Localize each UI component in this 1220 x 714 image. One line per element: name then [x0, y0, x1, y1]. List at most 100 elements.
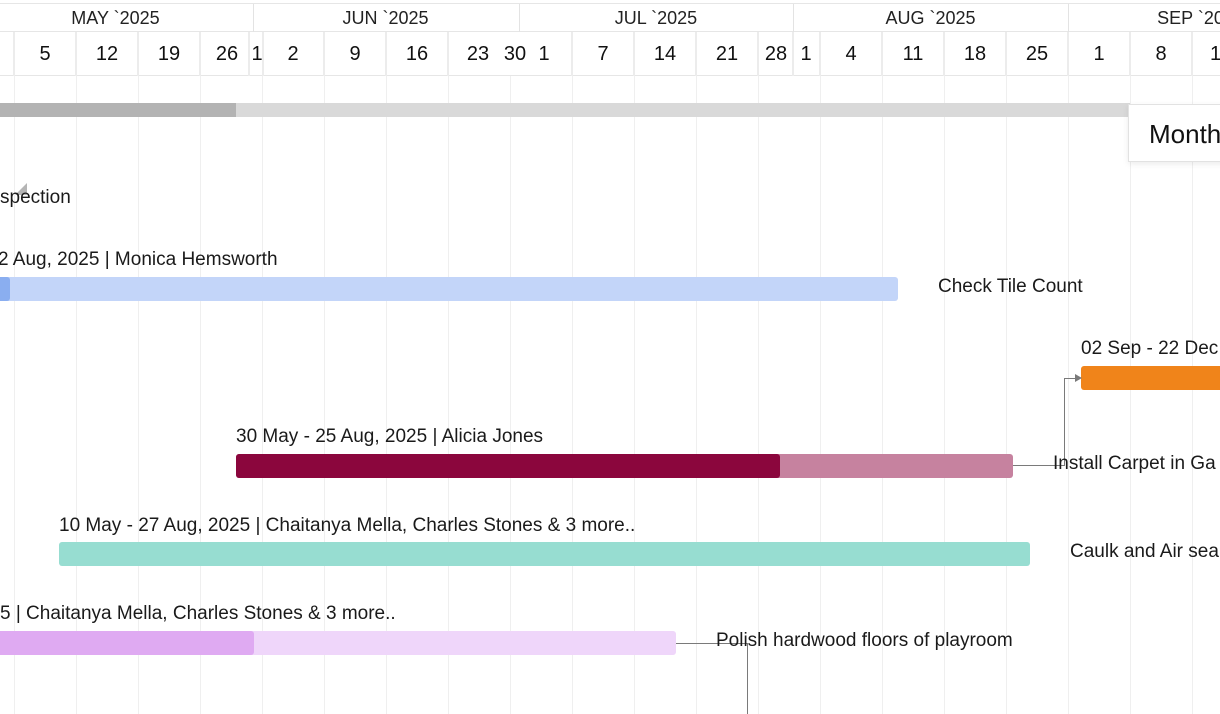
month-sep: SEP `2025	[1157, 8, 1220, 28]
day-divider	[1005, 32, 1007, 76]
task-progress	[236, 454, 780, 478]
header-border	[0, 75, 1220, 76]
dependency-line	[1013, 465, 1065, 466]
day-divider	[792, 32, 794, 76]
grid-line	[1006, 76, 1007, 714]
grid-line	[1068, 76, 1069, 714]
task-progress	[0, 631, 254, 655]
day-label: 7	[597, 43, 609, 65]
task-bar[interactable]	[236, 454, 1013, 478]
arrow-right-icon	[1075, 374, 1082, 382]
grid-line	[138, 76, 139, 714]
grid-line	[634, 76, 635, 714]
task-bar[interactable]	[59, 542, 1030, 566]
task-meta: 30 May - 25 Aug, 2025 | Alicia Jones	[236, 426, 544, 447]
task-meta: 10 May - 27 Aug, 2025 | Chaitanya Mella,…	[59, 515, 636, 536]
day-label: 26	[215, 43, 239, 65]
dependency-line	[676, 643, 748, 644]
day-label: 18	[963, 43, 987, 65]
day-divider	[262, 32, 264, 76]
task-name: spection	[0, 187, 71, 208]
collapse-triangle-icon[interactable]	[15, 183, 27, 195]
day-divider	[385, 32, 387, 76]
grid-line	[510, 76, 511, 714]
grid-line	[882, 76, 883, 714]
day-label: 4	[845, 43, 857, 65]
dependency-line	[1064, 378, 1065, 466]
grid-line	[324, 76, 325, 714]
task-meta: 5 | Chaitanya Mella, Charles Stones & 3 …	[0, 603, 396, 624]
month-jun: JUN `2025	[342, 8, 429, 28]
day-label: 19	[157, 43, 181, 65]
day-label: 30	[503, 43, 527, 65]
task-bar[interactable]	[1081, 366, 1220, 390]
task-name: Polish hardwood floors of playroom	[716, 630, 1013, 651]
horizontal-scrollbar[interactable]	[0, 103, 1130, 117]
grid-line	[448, 76, 449, 714]
grid-line	[758, 76, 759, 714]
day-divider	[248, 32, 250, 76]
task-meta: 02 Sep - 22 Dec	[1081, 338, 1219, 359]
grid-line	[386, 76, 387, 714]
dependency-line	[1064, 378, 1076, 379]
month-may: MAY `2025	[71, 8, 160, 28]
day-label: 9	[349, 43, 361, 65]
grid-line	[76, 76, 77, 714]
grid-line	[820, 76, 821, 714]
grid-line	[14, 76, 15, 714]
task-meta: 2 Aug, 2025 | Monica Hemsworth	[0, 249, 278, 270]
day-label: 14	[653, 43, 677, 65]
task-name: Check Tile Count	[938, 276, 1083, 297]
header-border	[0, 3, 1220, 4]
grid-line	[696, 76, 697, 714]
day-divider	[137, 32, 139, 76]
day-divider	[13, 32, 15, 76]
task-name: Install Carpet in Ga	[1053, 453, 1216, 474]
grid-line	[1130, 76, 1131, 714]
month-divider	[253, 4, 254, 32]
day-label: 1	[1210, 43, 1220, 65]
day-label: 23	[466, 43, 490, 65]
scrollbar-thumb[interactable]	[0, 103, 236, 117]
day-divider	[695, 32, 697, 76]
day-divider	[1067, 32, 1069, 76]
grid-line	[1192, 76, 1193, 714]
day-label: 12	[95, 43, 119, 65]
task-bar[interactable]	[0, 277, 898, 301]
day-divider	[571, 32, 573, 76]
day-divider	[75, 32, 77, 76]
day-divider	[447, 32, 449, 76]
grid-line	[200, 76, 201, 714]
day-divider	[199, 32, 201, 76]
day-divider	[881, 32, 883, 76]
month-jul: JUL `2025	[614, 8, 698, 28]
day-label: 1	[1093, 43, 1105, 65]
day-divider	[1191, 32, 1193, 76]
day-label: 25	[1025, 43, 1049, 65]
day-label: 1	[800, 43, 812, 65]
dependency-line	[747, 643, 748, 714]
day-divider	[1129, 32, 1131, 76]
grid-line	[944, 76, 945, 714]
day-label: 8	[1155, 43, 1167, 65]
grid-line	[572, 76, 573, 714]
day-divider	[323, 32, 325, 76]
grid-line	[262, 76, 263, 714]
day-divider	[819, 32, 821, 76]
day-label: 2	[287, 43, 299, 65]
day-label: 1	[251, 43, 263, 65]
zoom-level-dropdown[interactable]: Month	[1128, 104, 1220, 162]
day-label: 1	[538, 43, 550, 65]
task-name: Caulk and Air sea	[1070, 541, 1219, 562]
task-bar[interactable]	[0, 631, 676, 655]
day-label: 16	[405, 43, 429, 65]
day-divider	[757, 32, 759, 76]
task-progress	[0, 277, 10, 301]
day-label: 28	[764, 43, 788, 65]
day-divider	[633, 32, 635, 76]
header-border	[0, 31, 1220, 32]
day-label: 11	[902, 43, 924, 65]
month-divider	[1068, 4, 1069, 32]
month-divider	[519, 4, 520, 32]
